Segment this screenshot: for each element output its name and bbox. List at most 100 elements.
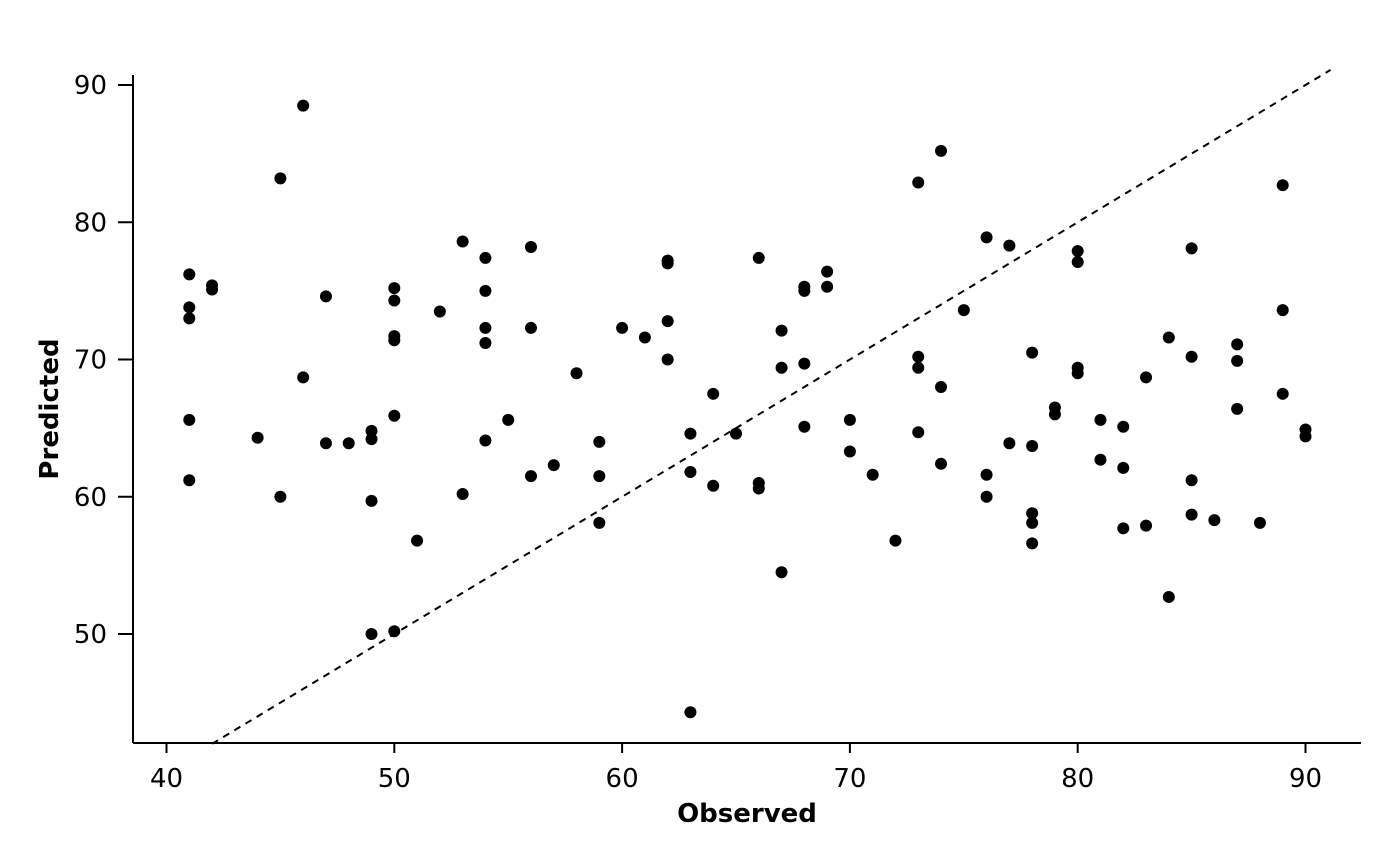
data-point — [1276, 387, 1289, 400]
data-point — [433, 305, 446, 318]
data-point — [821, 265, 834, 278]
data-point — [912, 350, 925, 363]
data-point — [1231, 402, 1244, 415]
data-point — [479, 321, 492, 334]
data-point — [957, 304, 970, 317]
data-point — [798, 357, 811, 370]
data-point — [1048, 408, 1061, 421]
data-point — [1140, 519, 1153, 532]
data-point — [730, 427, 742, 440]
data-point — [752, 482, 765, 495]
data-point — [661, 315, 674, 328]
data-point — [1162, 331, 1175, 344]
data-point — [843, 445, 856, 458]
data-point — [342, 437, 355, 450]
data-point — [1185, 474, 1198, 487]
data-point — [1185, 242, 1198, 255]
data-point — [1208, 514, 1221, 527]
data-point — [1026, 346, 1039, 359]
data-point — [365, 494, 378, 507]
data-point — [206, 283, 219, 296]
data-point — [570, 367, 583, 380]
data-point — [1162, 590, 1175, 603]
data-point — [297, 99, 310, 112]
data-point — [479, 337, 492, 350]
data-point — [1094, 413, 1107, 426]
data-point — [707, 387, 720, 400]
data-point — [479, 251, 492, 264]
data-point — [752, 251, 765, 264]
x-axis-title: Observed — [677, 799, 817, 829]
data-point — [1094, 453, 1107, 466]
y-axis-title: Predicted — [35, 338, 65, 479]
data-point — [1117, 420, 1130, 433]
data-point — [593, 470, 606, 483]
y-tick-label: 90 — [74, 71, 107, 101]
data-point — [1117, 522, 1130, 535]
x-axis-ticks: 40 50 60 70 80 90 — [150, 743, 1322, 794]
x-tick-label: 90 — [1289, 764, 1322, 794]
data-point — [479, 434, 492, 447]
data-point — [935, 380, 948, 393]
x-tick-label: 60 — [606, 764, 639, 794]
data-point — [798, 420, 811, 433]
data-point — [980, 231, 993, 244]
data-point — [593, 516, 606, 529]
data-point — [1185, 350, 1198, 363]
data-point — [1071, 256, 1084, 269]
data-point — [661, 257, 674, 270]
data-point — [388, 294, 401, 307]
y-tick-label: 50 — [74, 620, 107, 650]
data-point — [1071, 245, 1084, 258]
data-point — [524, 321, 537, 334]
data-point — [638, 331, 651, 344]
data-point — [775, 324, 788, 337]
data-point — [684, 466, 697, 479]
data-point — [843, 413, 856, 426]
data-point — [593, 435, 606, 448]
data-point — [388, 282, 401, 295]
data-point — [1185, 508, 1198, 521]
data-point — [1071, 367, 1084, 380]
data-point — [661, 353, 674, 366]
data-point — [1026, 516, 1039, 529]
data-point — [319, 437, 332, 450]
data-point — [365, 433, 378, 446]
y-tick-label: 70 — [74, 346, 107, 376]
data-point — [365, 628, 378, 640]
y-tick-label: 80 — [74, 208, 107, 238]
x-tick-label: 80 — [1061, 764, 1094, 794]
data-point — [319, 290, 332, 303]
data-point — [1003, 239, 1016, 252]
data-point — [388, 334, 401, 347]
data-point — [183, 413, 196, 426]
data-point — [1140, 371, 1153, 384]
data-point — [616, 321, 629, 334]
data-point — [821, 280, 834, 293]
data-point — [274, 490, 287, 503]
data-point — [183, 301, 196, 314]
data-point — [183, 268, 196, 281]
data-point — [684, 706, 697, 719]
data-point — [1117, 461, 1130, 474]
data-point — [707, 479, 720, 492]
data-point — [502, 413, 515, 426]
data-point — [479, 284, 492, 297]
reference-line — [211, 69, 1332, 745]
data-point — [935, 457, 948, 470]
y-tick-label: 60 — [74, 483, 107, 513]
data-point — [1299, 430, 1312, 443]
data-point — [889, 534, 902, 547]
data-point — [1276, 304, 1289, 317]
data-point — [365, 424, 378, 437]
data-point — [251, 431, 264, 444]
data-point — [775, 566, 788, 579]
x-tick-label: 40 — [150, 764, 183, 794]
data-point — [935, 144, 948, 157]
data-point — [1231, 338, 1244, 351]
data-point — [297, 371, 310, 384]
data-point — [980, 490, 993, 503]
data-point — [1231, 354, 1244, 367]
data-point — [547, 459, 560, 472]
data-point — [524, 470, 537, 483]
